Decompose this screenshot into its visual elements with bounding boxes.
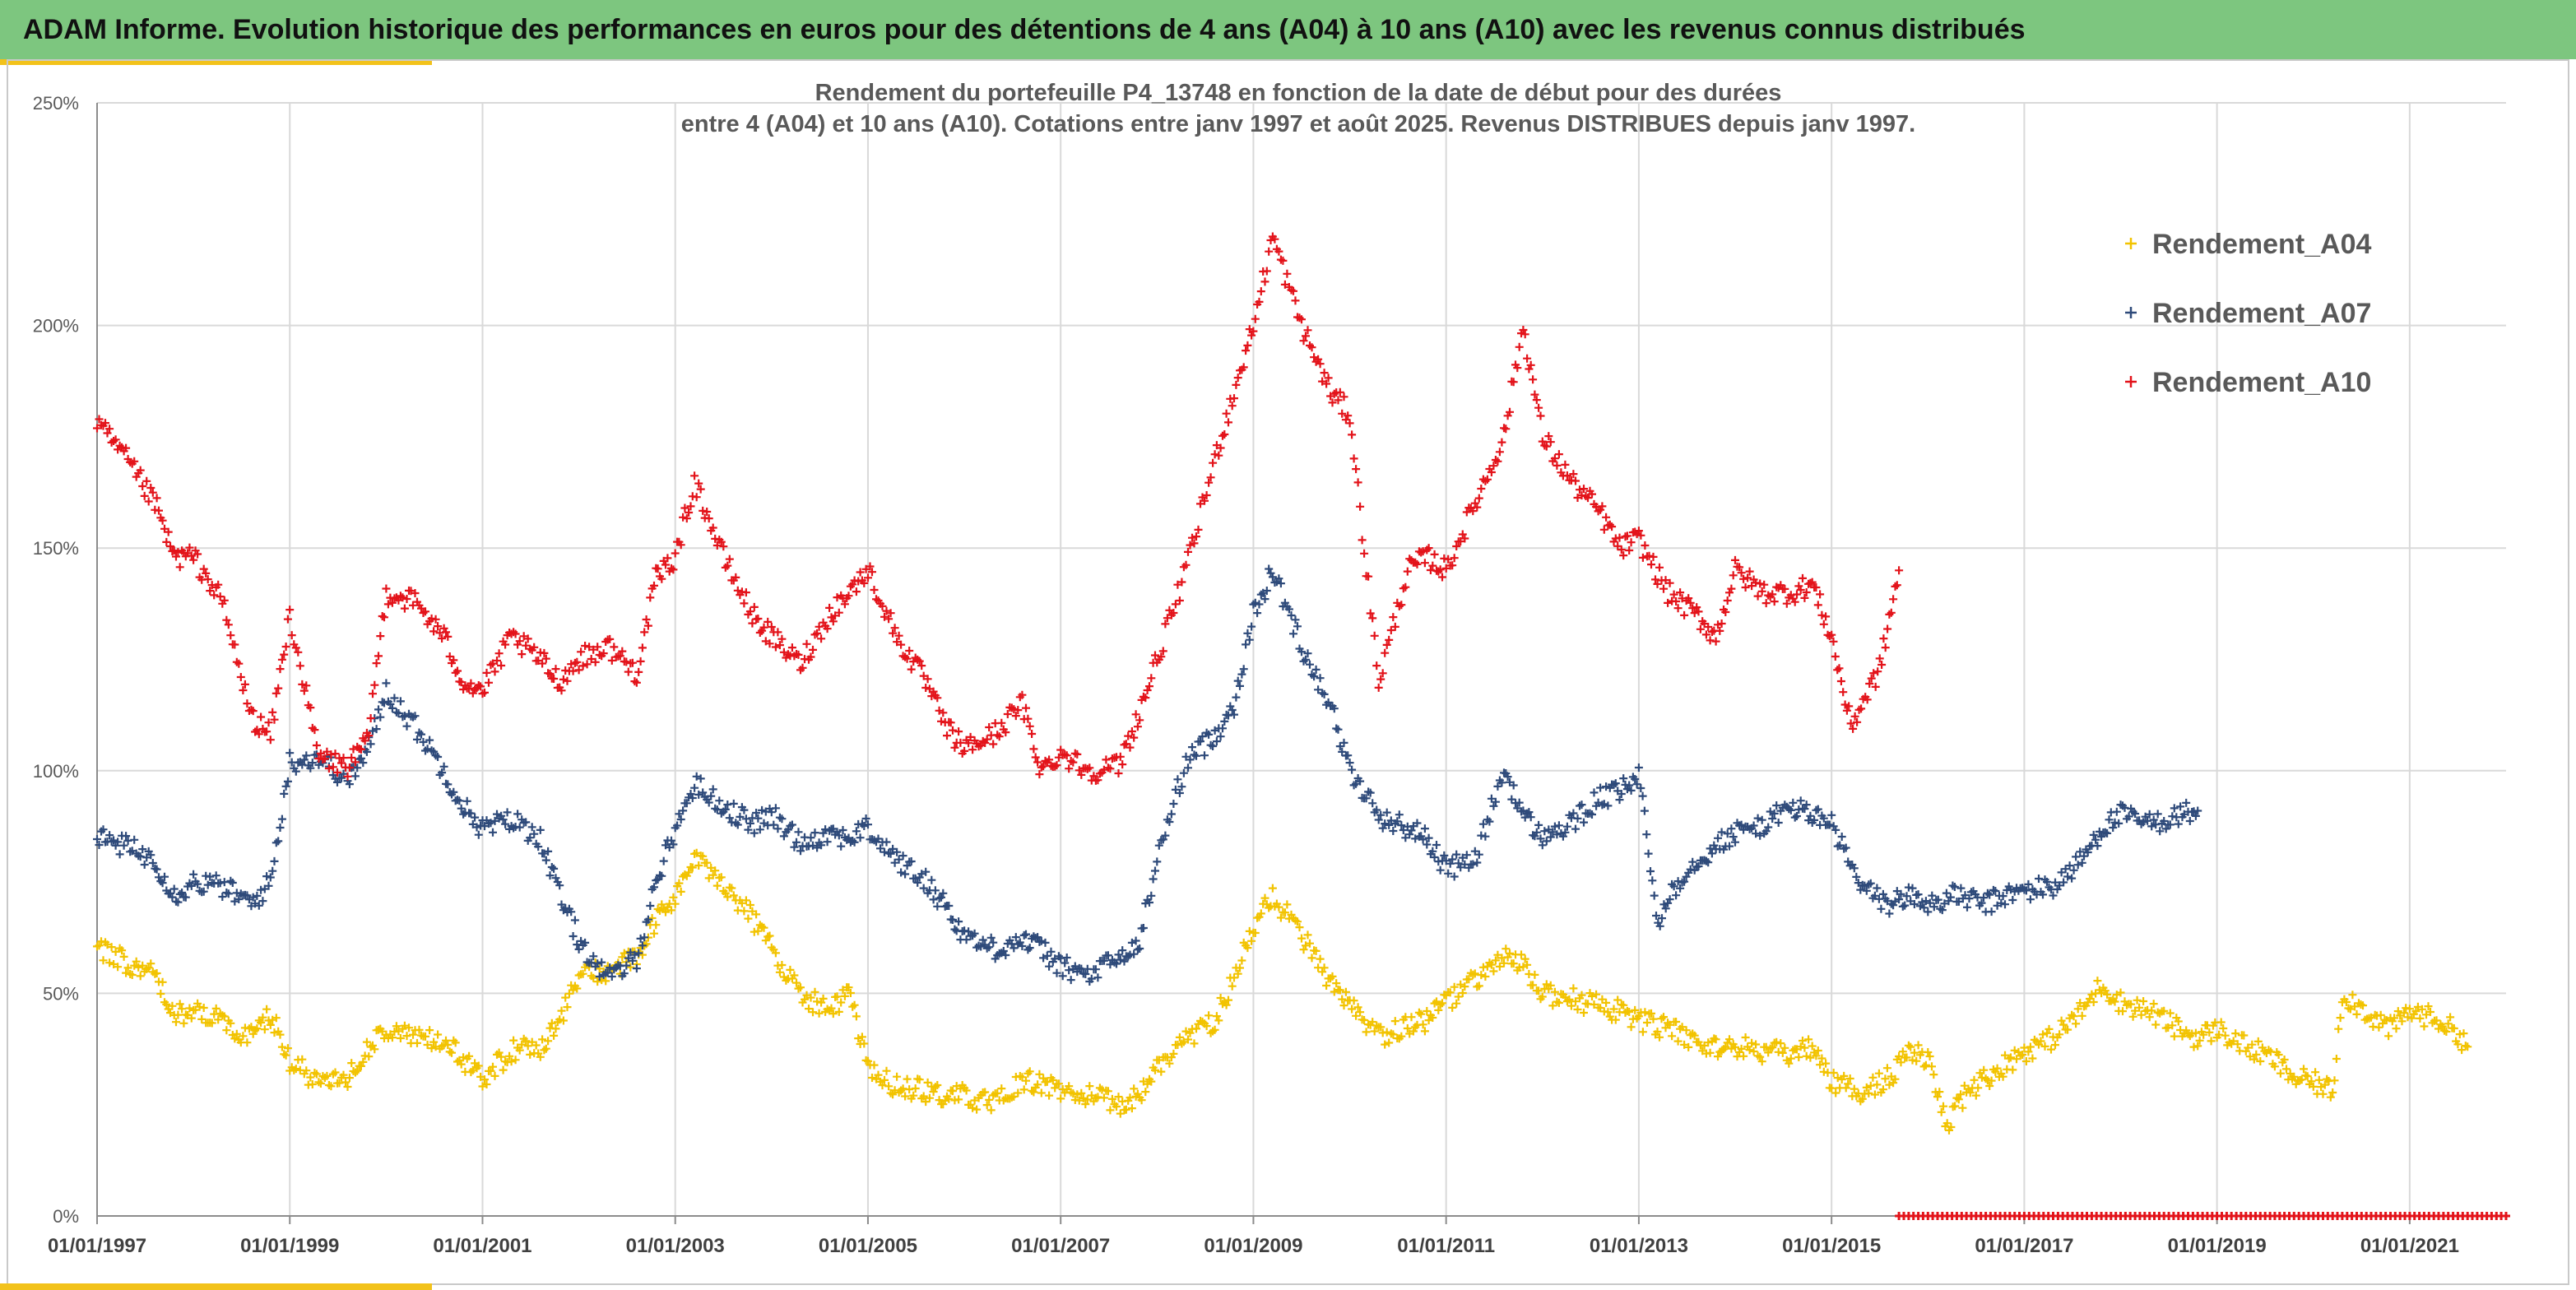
y-tick-label: 150% [33, 538, 79, 559]
y-tick-label: 50% [43, 983, 79, 1004]
legend-item-Rendement_A10: Rendement_A10 [2125, 367, 2371, 398]
y-tick-label: 0% [53, 1206, 79, 1227]
x-tick-label: 01/01/2011 [1397, 1235, 1495, 1257]
legend-marker [2125, 376, 2137, 387]
chart-legend: Rendement_A04 Rendement_A07 Rendement_A10 [2125, 229, 2372, 398]
series-markers-Rendement_A10 [93, 232, 1904, 785]
x-axis-ticks: 01/01/1997 01/01/1999 01/01/2001 01/01/2003… [48, 1235, 2459, 1257]
chart-grid [96, 102, 2506, 1217]
chart-axes [96, 103, 2506, 1224]
x-tick-label: 01/01/2001 [433, 1235, 531, 1257]
x-tick-label: 01/01/1999 [240, 1235, 339, 1257]
legend-label: Rendement_A04 [2152, 229, 2372, 260]
x-tick-label: 01/01/2003 [626, 1235, 725, 1257]
y-tick-label: 100% [33, 761, 79, 782]
legend-item-Rendement_A07: Rendement_A07 [2125, 298, 2371, 329]
accent-bar-bottom [0, 1283, 432, 1290]
accent-bar-top [0, 59, 432, 65]
report-header-banner: ADAM Informe. Evolution historique des p… [0, 0, 2576, 59]
x-tick-label: 01/01/2019 [2168, 1235, 2267, 1257]
series-markers-Rendement_A07 [93, 564, 2202, 986]
x-tick-label: 01/01/2009 [1204, 1235, 1302, 1257]
legend-label: Rendement_A10 [2152, 367, 2371, 398]
y-axis-ticks: 0% 50% 100% 150% 200% 250% [33, 93, 79, 1227]
y-tick-label: 200% [33, 316, 79, 336]
report-title: ADAM Informe. Evolution historique des p… [23, 13, 2026, 45]
x-tick-label: 01/01/2005 [819, 1235, 917, 1257]
legend-item-Rendement_A04: Rendement_A04 [2125, 229, 2372, 260]
x-tick-label: 01/01/1997 [48, 1235, 146, 1257]
series-Rendement_A10 [93, 232, 1904, 785]
legend-label: Rendement_A07 [2152, 298, 2371, 329]
x-tick-label: 01/01/2021 [2360, 1235, 2459, 1257]
series-zero-markers-Rendement_A10 [1895, 1212, 2510, 1220]
chart-subtitle: entre 4 (A04) et 10 ans (A10). Cotations… [681, 111, 1915, 137]
series-Rendement_A07 [93, 564, 2202, 986]
chart-frame [7, 59, 2569, 1285]
y-tick-label: 250% [33, 93, 79, 114]
legend-marker [2125, 307, 2137, 318]
legend-marker [2125, 238, 2137, 249]
x-tick-label: 01/01/2013 [1590, 1235, 1688, 1257]
x-tick-label: 01/01/2007 [1011, 1235, 1110, 1257]
series-markers-Rendement_A04 [93, 848, 2472, 1135]
series-layer [93, 232, 2510, 1220]
x-tick-label: 01/01/2015 [1782, 1235, 1881, 1257]
series-Rendement_A04 [93, 848, 2472, 1135]
x-tick-label: 01/01/2017 [1975, 1235, 2073, 1257]
chart-title: Rendement du portefeuille P4_13748 en fo… [815, 80, 1782, 106]
